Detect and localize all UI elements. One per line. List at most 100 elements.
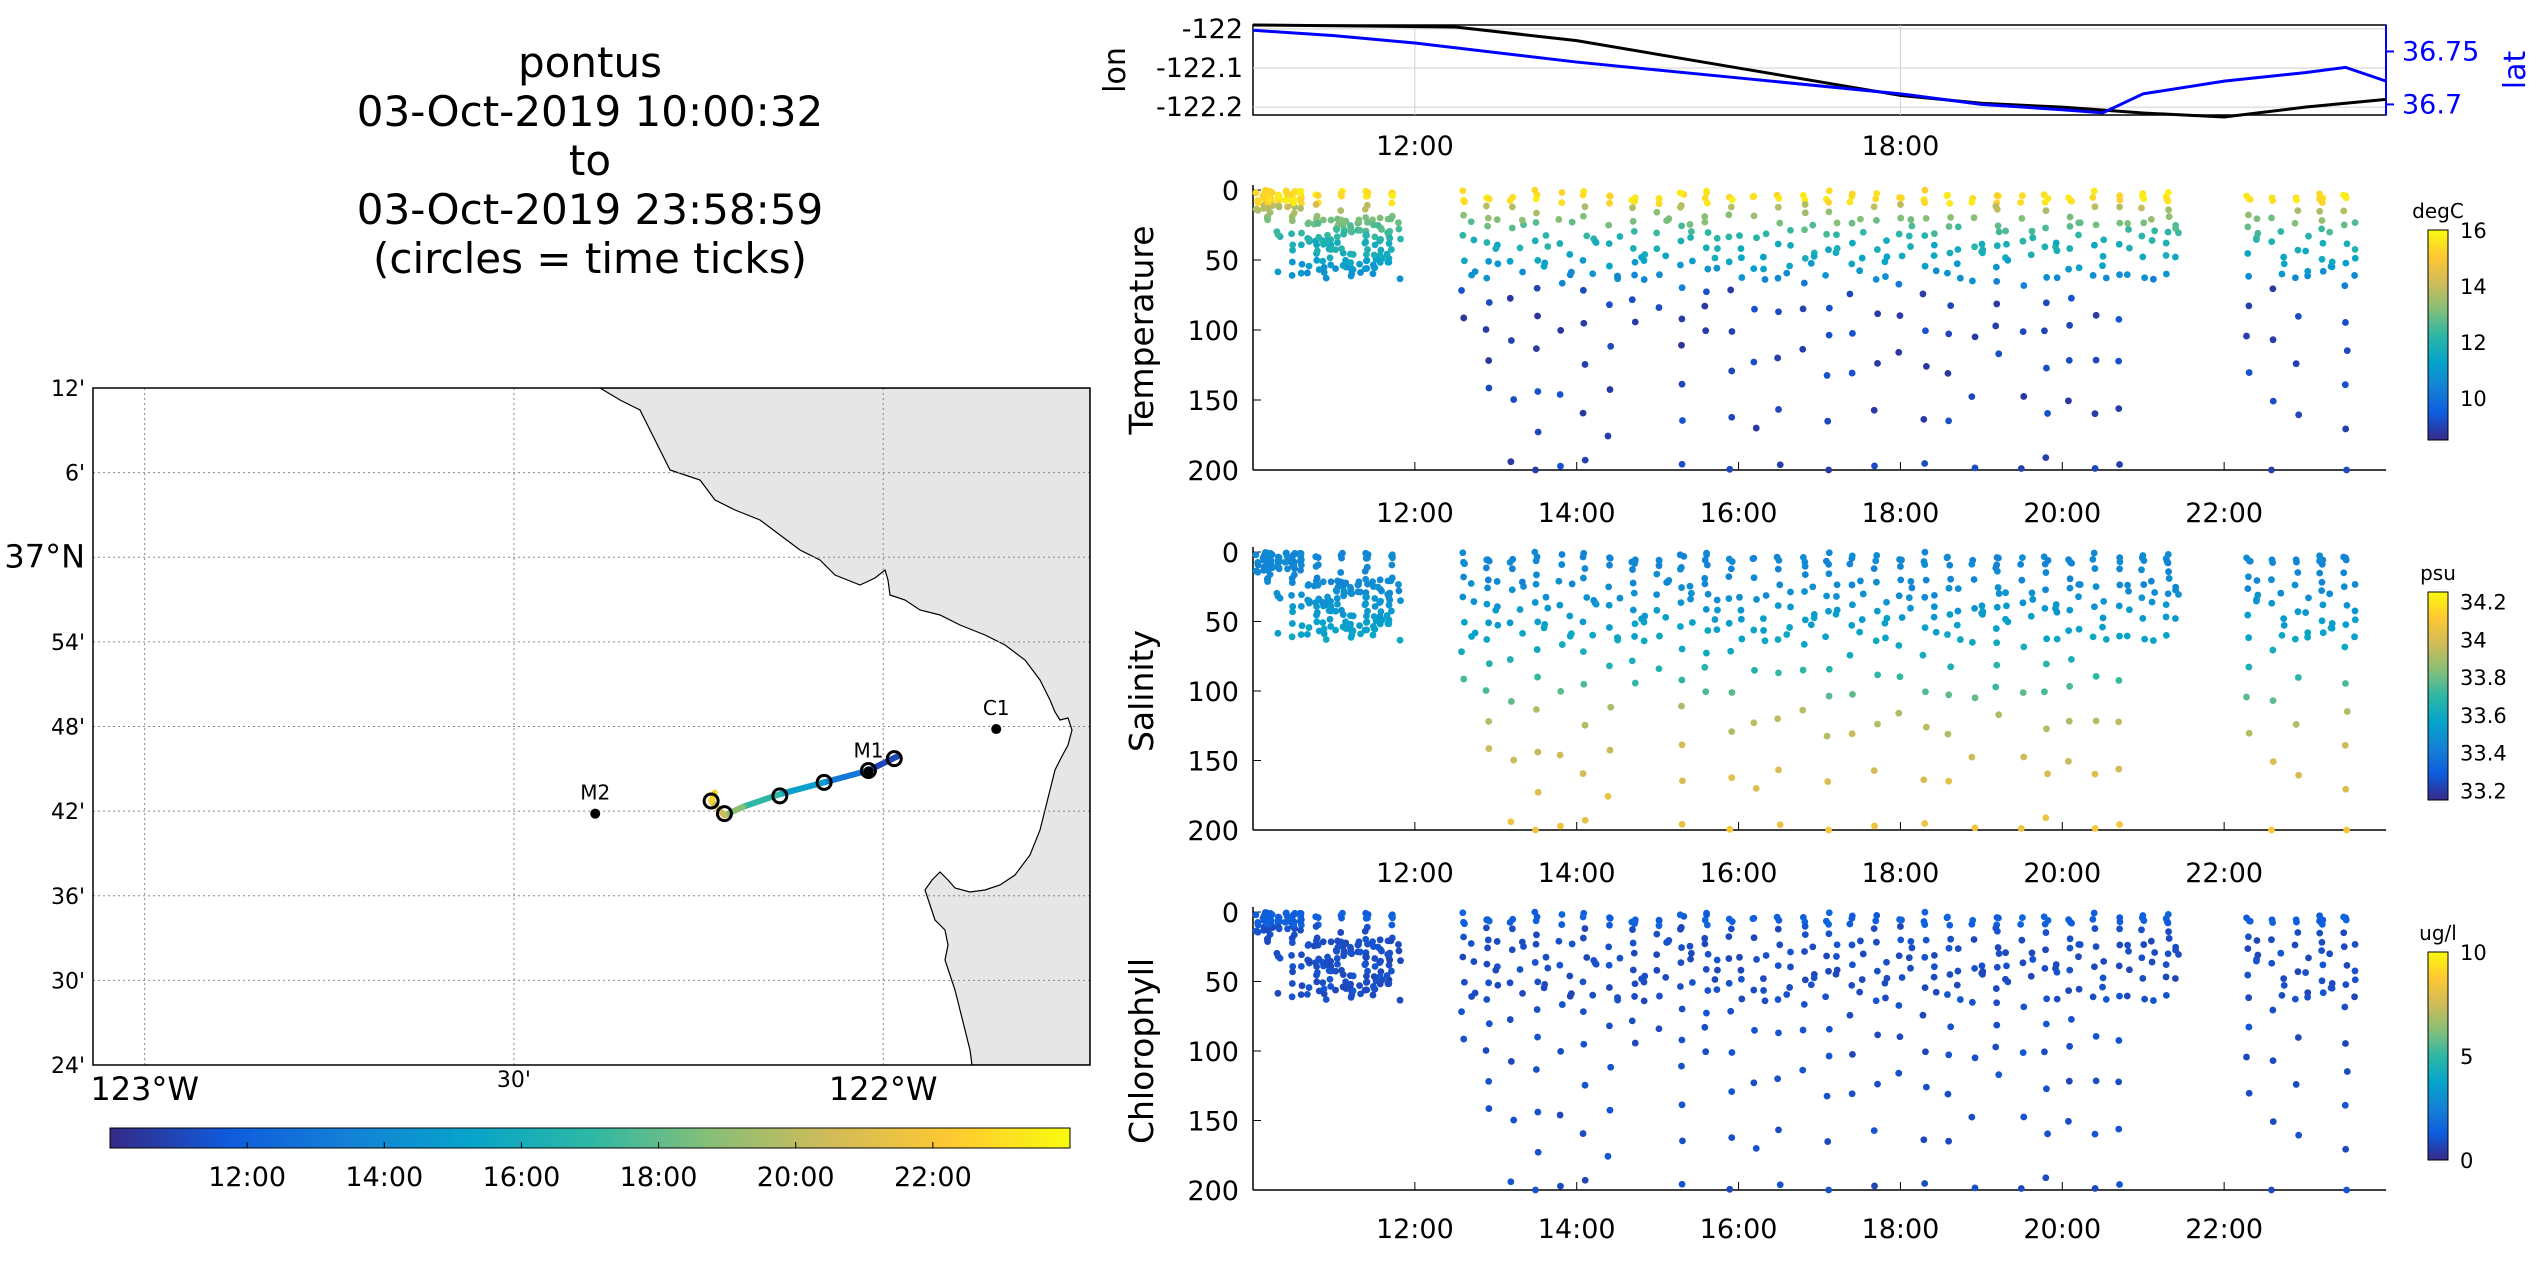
data-point (2053, 968, 2061, 976)
data-point (1371, 233, 1379, 241)
data-point (2342, 259, 2350, 267)
data-point (2341, 741, 2349, 749)
data-point (1484, 944, 1492, 952)
data-point (1846, 1011, 1854, 1019)
data-point (1833, 231, 1840, 239)
data-point (1606, 921, 1613, 929)
data-point (2002, 589, 2010, 597)
data-point (1387, 937, 1395, 945)
data-point (1395, 587, 1403, 595)
data-point (1305, 219, 1313, 227)
track-segment (708, 797, 728, 819)
data-point (1737, 975, 1745, 983)
data-point (1347, 585, 1355, 593)
data-point (1678, 341, 1685, 349)
data-point (1896, 194, 1903, 201)
data-point (1485, 357, 1493, 364)
data-point (1395, 947, 1403, 955)
data-point (1727, 925, 1735, 933)
data-point (1783, 269, 1791, 277)
data-point (1534, 748, 1542, 756)
data-point (1947, 575, 1955, 583)
data-point (1288, 633, 1296, 641)
data-point (1303, 990, 1311, 998)
data-point (1579, 978, 1587, 986)
data-point (1896, 673, 1904, 681)
data-point (1776, 821, 1784, 829)
data-point (2340, 221, 2348, 229)
data-point (2343, 601, 2351, 609)
data-point (1947, 302, 1955, 310)
data-point (1337, 569, 1345, 576)
data-point (1305, 597, 1313, 605)
data-point (1946, 199, 1954, 207)
data-point (1728, 367, 1736, 375)
data-point (2100, 236, 2108, 244)
data-point (1377, 957, 1385, 965)
data-point (1581, 456, 1589, 464)
data-point (2304, 267, 2312, 275)
colorbar-tick-label: 14:00 (345, 1162, 423, 1193)
data-point (1361, 601, 1369, 609)
colorbar-tick-label: 10 (2460, 941, 2487, 965)
data-point (1323, 598, 1331, 606)
data-point (2138, 566, 2145, 574)
data-point (2102, 635, 2110, 643)
data-point (1800, 279, 1808, 287)
data-point (1337, 938, 1345, 946)
data-point (1568, 580, 1576, 588)
time-tick-circle (771, 787, 789, 805)
data-point (1485, 195, 1493, 203)
data-point (1848, 190, 1856, 198)
data-point (2019, 237, 2027, 245)
y-tick-label: 150 (1187, 386, 1239, 417)
data-point (1921, 908, 1929, 916)
data-point (1485, 917, 1493, 925)
data-point (2278, 270, 2286, 278)
data-point (1252, 189, 1260, 197)
data-point (2294, 608, 2302, 616)
time-tick-circle (885, 750, 903, 768)
data-point (1305, 236, 1313, 243)
data-point (1510, 396, 1518, 403)
data-point (1857, 215, 1864, 223)
data-point (1567, 630, 1575, 638)
data-point (1979, 968, 1987, 975)
data-point (1485, 384, 1493, 392)
data-point (1920, 776, 1928, 784)
data-point (1558, 911, 1566, 918)
data-point (1919, 290, 1927, 298)
data-point (1289, 189, 1297, 197)
data-point (1508, 586, 1516, 594)
data-point (1993, 192, 2001, 199)
data-point (1749, 193, 1757, 201)
data-point (1313, 934, 1321, 942)
data-point (2053, 608, 2061, 616)
data-point (1995, 228, 2003, 236)
data-point (1385, 601, 1393, 609)
data-point (2020, 393, 2028, 400)
data-point (1388, 921, 1396, 929)
data-point (1532, 1186, 1539, 1194)
data-point (2053, 635, 2061, 643)
data-point (1953, 621, 1961, 629)
data-point (1557, 326, 1565, 334)
data-point (2028, 949, 2036, 957)
data-point (1516, 244, 1524, 252)
data-point (1728, 328, 1736, 335)
data-point (1846, 920, 1854, 928)
data-point (2116, 196, 2124, 204)
data-point (2268, 466, 2275, 474)
data-point (1467, 218, 1475, 226)
data-point (2351, 616, 2359, 624)
data-point (2066, 966, 2074, 974)
data-point (1289, 911, 1297, 919)
data-point (1314, 914, 1322, 921)
data-point (1849, 961, 1856, 969)
data-point (1728, 774, 1736, 782)
data-point (1848, 552, 1856, 560)
data-point (1356, 982, 1363, 989)
data-point (1856, 628, 1864, 636)
data-point (1369, 991, 1377, 999)
